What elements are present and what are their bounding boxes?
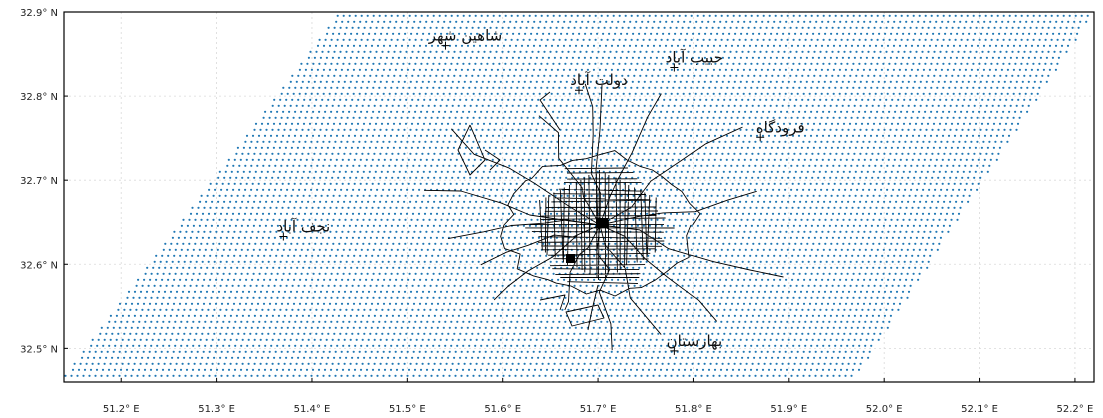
x-tick-label-0: 51.2° E — [103, 404, 140, 415]
place-marker-3 — [756, 133, 765, 142]
city-centre-block — [596, 218, 608, 228]
x-tick-label-5: 51.7° E — [580, 404, 617, 415]
x-tick-label-10: 52.2° E — [1057, 404, 1094, 415]
place-marker-2 — [575, 86, 583, 95]
x-tick-label-1: 51.3° E — [198, 404, 235, 415]
place-marker-1 — [670, 63, 679, 72]
place-marker-4 — [279, 232, 288, 241]
y-tick-label-3: 32.8° N — [20, 92, 58, 103]
y-tick-label-4: 32.9° N — [20, 8, 58, 19]
place-marker-5 — [670, 346, 679, 355]
y-tick-label-0: 32.5° N — [20, 344, 58, 355]
x-tick-label-6: 51.8° E — [675, 404, 712, 415]
place-label-2: دولت آباد — [570, 71, 628, 89]
road-lines — [424, 83, 784, 351]
x-axis-ticks: 51.2° E 51.3° E 51.4° E 51.5° E 51.6° E 51.7°… — [103, 378, 1093, 415]
road-network — [424, 83, 784, 351]
sample-point-grid — [64, 14, 1089, 377]
place-marker-0 — [441, 41, 450, 50]
place-markers: شاهین شهر حبیب آباد دولت آباد فرودگاه نجف آب… — [276, 27, 805, 355]
x-tick-label-7: 51.9° E — [770, 404, 807, 415]
place-label-3: فرودگاه — [756, 118, 805, 136]
y-axis-ticks: 32.5° N 32.6° N 32.7° N 32.8° N 32.9° N — [20, 8, 68, 355]
place-label-5: بهارستان — [667, 332, 723, 350]
sample-points — [64, 14, 1089, 377]
x-tick-label-9: 52.1° E — [961, 404, 998, 415]
place-label-1: حبیب آباد — [666, 49, 723, 67]
place-label-4: نجف آباد — [276, 218, 330, 236]
plot-frame — [63, 11, 1095, 383]
x-tick-label-4: 51.6° E — [484, 404, 521, 415]
x-tick-label-8: 52.0° E — [866, 404, 903, 415]
place-label-0: شاهین شهر — [428, 27, 503, 45]
x-tick-label-3: 51.5° E — [389, 404, 426, 415]
x-tick-label-2: 51.4° E — [294, 404, 331, 415]
y-tick-label-2: 32.7° N — [20, 176, 58, 187]
y-tick-label-1: 32.6° N — [20, 260, 58, 271]
city-south-block — [566, 254, 575, 263]
